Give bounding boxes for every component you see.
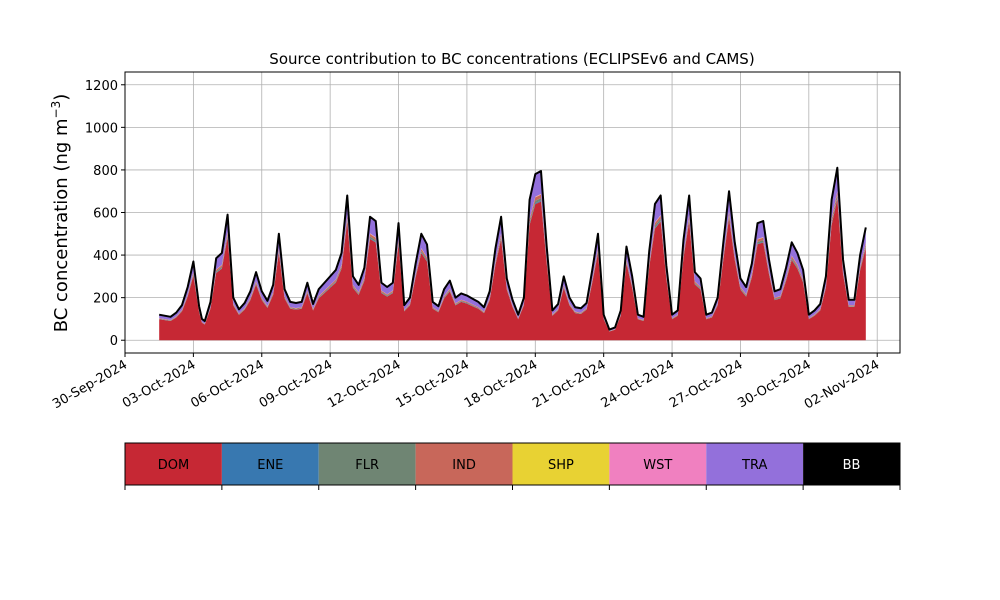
area-dom: [159, 198, 866, 341]
legend-label-bb: BB: [843, 458, 861, 473]
y-tick-label: 1000: [85, 121, 118, 136]
x-tick-label: 03-Oct-2024: [120, 357, 198, 411]
svg-text:BC concentration (ng m−3): BC concentration (ng m−3): [49, 94, 72, 333]
x-tick-label: 12-Oct-2024: [325, 357, 403, 411]
y-axis-label-main: BC concentration (ng m: [51, 118, 72, 332]
x-tick-label: 15-Oct-2024: [394, 357, 472, 411]
chart-title: Source contribution to BC concentrations…: [269, 50, 754, 68]
x-tick-label: 24-Oct-2024: [599, 357, 677, 411]
legend-swatch-ind: [415, 443, 513, 485]
total-line: [159, 166, 867, 331]
y-tick-label: 200: [93, 292, 118, 307]
stacked-areas: [159, 166, 867, 341]
x-tick-label: 21-Oct-2024: [530, 357, 608, 411]
y-axis-label-close: ): [51, 94, 72, 101]
x-tick-label: 02-Nov-2024: [802, 357, 882, 412]
legend-swatch-shp: [512, 443, 610, 485]
x-tick-label: 09-Oct-2024: [257, 357, 335, 411]
y-axis-label: BC concentration (ng m−3): [49, 94, 72, 333]
y-axis-label-sup: −3: [49, 101, 63, 119]
legend-label-ene: ENE: [257, 458, 283, 473]
x-tick-label: 18-Oct-2024: [462, 357, 540, 411]
legend-swatch-dom: [125, 443, 222, 485]
colorbar-legend: DOM ENE FLR IND SHP WST TRA BB: [124, 442, 901, 490]
axes: 0 200 400 600 800 1000 1200 30-Sep-202403-Oct-2…: [50, 71, 901, 412]
legend-label-tra: TRA: [741, 458, 767, 473]
y-tick-label: 600: [93, 207, 118, 222]
legend-swatch-ene: [221, 443, 319, 485]
legend-swatch-tra: [706, 443, 804, 485]
legend-label-flr: FLR: [355, 458, 379, 473]
y-tick-label: 1200: [85, 79, 118, 94]
legend-swatch-wst: [609, 443, 707, 485]
legend-swatch-bb: [803, 443, 900, 485]
y-tick-label: 800: [93, 164, 118, 179]
legend-label-wst: WST: [643, 458, 672, 473]
x-tick-label: 30-Oct-2024: [735, 357, 813, 411]
x-tick-label: 27-Oct-2024: [667, 357, 745, 411]
legend-label-ind: IND: [452, 458, 476, 473]
legend-swatch-flr: [318, 443, 416, 485]
y-tick-label: 400: [93, 249, 118, 264]
x-tick-label: 06-Oct-2024: [188, 357, 266, 411]
x-tick-label: 30-Sep-2024: [50, 357, 130, 412]
y-tick-label: 0: [110, 334, 118, 349]
legend-label-dom: DOM: [158, 458, 189, 473]
legend-label-shp: SHP: [548, 458, 574, 473]
